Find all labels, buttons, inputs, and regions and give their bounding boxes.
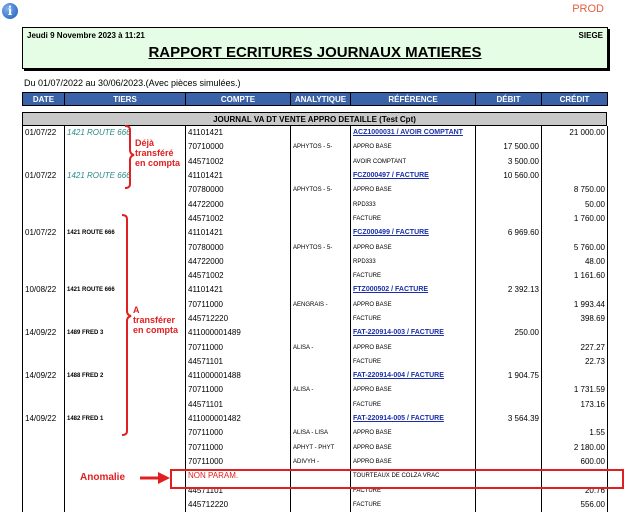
cell-credit: 556.00 xyxy=(541,497,608,513)
cell-credit: 1 993.44 xyxy=(541,297,608,312)
cell-credit xyxy=(541,168,608,184)
table-row: 44571002 FACTURE 1 161.60 xyxy=(22,268,608,284)
arrow-head-icon xyxy=(158,472,170,484)
cell-credit xyxy=(541,326,608,341)
cell-credit: 600.00 xyxy=(541,454,608,470)
cell-credit: 227.27 xyxy=(541,340,608,355)
annotation-anomalie: Anomalie xyxy=(80,472,126,483)
cell-credit xyxy=(541,154,608,169)
cell-credit: 5 760.00 xyxy=(541,240,608,255)
report-date: Jeudi 9 Novembre 2023 à 11:21 xyxy=(27,31,145,40)
cell-credit xyxy=(541,411,608,427)
table-row: 44722000 RPD333 50.00 xyxy=(22,197,608,212)
cell-credit: 398.69 xyxy=(541,311,608,327)
table-row: 70780000 APHYTOS - 5- APPRO BASE 8 750.00 xyxy=(22,183,608,198)
table-row: 14/09/22 1482 FRED 1 411000001482 FAT-22091… xyxy=(22,411,608,427)
cell-credit: 8 750.00 xyxy=(541,183,608,198)
cell-credit xyxy=(541,469,608,484)
cell-credit: 1.55 xyxy=(541,426,608,441)
cell-credit: 22.73 xyxy=(541,354,608,370)
anomaly-highlight xyxy=(170,469,624,489)
cell-credit xyxy=(541,283,608,298)
report-site: SIEGE xyxy=(578,31,603,40)
annotation-deja: Déjà transféré en compta xyxy=(135,138,181,168)
table-row: 44571101 FACTURE 22.73 xyxy=(22,354,608,370)
col-date: DATE xyxy=(22,92,65,106)
table-row: 70711000 ALISA - LISA APPRO BASE 1.55 xyxy=(22,426,608,441)
cell-credit xyxy=(541,226,608,241)
table-row: 44571002 AVOIR COMPTANT 3 500.00 xyxy=(22,154,608,169)
table-row: 01/07/22 1421 ROUTE 666 41101421 FCZ000497 … xyxy=(22,168,608,184)
cell-credit: 1 760.00 xyxy=(541,211,608,227)
cell-credit xyxy=(541,140,608,155)
col-analytique: ANALYTIQUE xyxy=(290,92,351,106)
table-row: 70711000 APHYT - PHYT APPRO BASE 2 180.00 xyxy=(22,440,608,455)
info-icon[interactable]: i xyxy=(2,3,18,19)
table-row: 445712220 FACTURE 556.00 xyxy=(22,497,608,513)
reference-link[interactable]: FAT-220914-004 / FACTURE xyxy=(353,372,444,380)
brace-a-transferer xyxy=(121,214,132,436)
table-row: 70710000 APHYTOS - 5- APPRO BASE 17 500.00 xyxy=(22,140,608,155)
table-row: 70711000 ALISA - APPRO BASE 227.27 xyxy=(22,340,608,355)
cell-credit: 1 731.59 xyxy=(541,383,608,398)
table-row: 70711000 AENGRAIS - APPRO BASE 1 993.44 xyxy=(22,297,608,312)
report-period: Du 01/07/2022 au 30/06/2023.(Avec pièces… xyxy=(24,78,241,88)
cell-credit: 2 180.00 xyxy=(541,440,608,455)
cell-credit: 1 161.60 xyxy=(541,268,608,284)
table-row: NON PARAM. TOURTEAUX DE COLZA VRAC xyxy=(22,469,608,484)
annotation-a-transferer: A transférer en compta xyxy=(133,305,179,335)
journal-title: JOURNAL VA DT VENTE APPRO DETAILLE (Test… xyxy=(22,112,607,126)
cell-credit: 173.16 xyxy=(541,397,608,412)
col-reference: RÉFÉRENCE xyxy=(350,92,476,106)
reference-link[interactable]: FCZ000499 / FACTURE xyxy=(353,229,429,237)
table-header: DATE TIERS COMPTE ANALYTIQUE RÉFÉRENCE D… xyxy=(22,92,608,106)
reference-link[interactable]: FCZ000497 / FACTURE xyxy=(353,172,429,180)
table-row: 10/08/22 1421 ROUTE 666 41101421 FTZ000502 … xyxy=(22,283,608,298)
cell-credit: 20.76 xyxy=(541,483,608,498)
table-row: 44722000 RPD333 48.00 xyxy=(22,254,608,269)
cell-credit: 21 000.00 xyxy=(541,126,608,141)
table-row: 70711000 ADIVYH - APPRO BASE 600.00 xyxy=(22,454,608,470)
col-credit: CRÉDIT xyxy=(541,92,608,106)
cell-credit: 48.00 xyxy=(541,254,608,269)
table-row: 14/09/22 1489 FRED 3 411000001489 FAT-22091… xyxy=(22,326,608,341)
table-row: 70780000 APHYTOS - 5- APPRO BASE 5 760.00 xyxy=(22,240,608,255)
journal-header: JOURNAL VA DT VENTE APPRO DETAILLE (Test… xyxy=(22,112,607,126)
page-title: RAPPORT ECRITURES JOURNAUX MATIERES xyxy=(148,44,482,61)
table-row: 70711000 ALISA - APPRO BASE 1 731.59 xyxy=(22,383,608,398)
table-row: 445712220 FACTURE 398.69 xyxy=(22,311,608,327)
cell-credit xyxy=(541,369,608,384)
report-header: Jeudi 9 Novembre 2023 à 11:21 SIEGE RAPP… xyxy=(22,27,608,69)
cell-credit: 50.00 xyxy=(541,197,608,212)
table-row: 44571101 FACTURE 173.16 xyxy=(22,397,608,412)
table-row: 44571002 FACTURE 1 760.00 xyxy=(22,211,608,227)
reference-link[interactable]: ACZ1000031 / AVOIR COMPTANT xyxy=(353,129,463,137)
reference-link[interactable]: FAT-220914-003 / FACTURE xyxy=(353,329,444,337)
reference-link[interactable]: FTZ000502 / FACTURE xyxy=(353,286,429,294)
entries-table: 01/07/22 1421 ROUTE 666 41101421 ACZ1000031… xyxy=(22,126,608,513)
reference-link[interactable]: FAT-220914-005 / FACTURE xyxy=(353,415,444,423)
environment-label: PROD xyxy=(572,3,604,15)
table-row: 01/07/22 1421 ROUTE 666 41101421 FCZ000499 … xyxy=(22,226,608,241)
col-tiers: TIERS xyxy=(64,92,186,106)
table-row: 14/09/22 1488 FRED 2 411000001488 FAT-22091… xyxy=(22,369,608,384)
brace-deja xyxy=(124,125,135,189)
table-row: 44571101 FACTURE 20.76 xyxy=(22,483,608,498)
table-row: 01/07/22 1421 ROUTE 666 41101421 ACZ1000031… xyxy=(22,126,608,141)
